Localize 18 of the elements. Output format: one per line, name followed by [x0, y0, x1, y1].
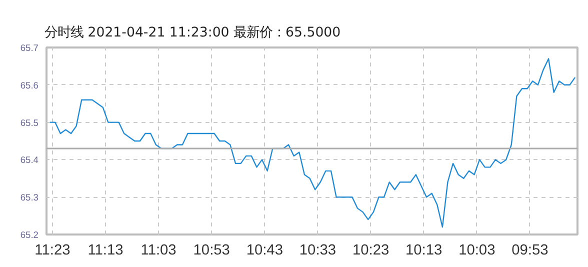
x-tick-label: 10:33 [299, 242, 336, 258]
x-tick-label: 11:13 [88, 242, 124, 258]
y-tick-label: 65.5 [20, 118, 38, 128]
x-tick-label: 11:23 [34, 242, 70, 258]
y-tick-label: 65.7 [20, 43, 38, 53]
x-tick-label: 10:03 [458, 242, 496, 258]
x-tick-label: 09:53 [512, 242, 548, 258]
x-tick-label: 10:43 [246, 242, 284, 258]
y-tick-label: 65.3 [20, 192, 38, 203]
line-series [49, 58, 576, 228]
chart-title: 分时线 2021-04-21 11:23:00 最新价：65.5000 [44, 26, 341, 40]
y-tick-label: 65.2 [20, 230, 38, 240]
x-tick-label: 10:13 [405, 242, 442, 258]
x-tick-label: 10:53 [193, 242, 230, 258]
y-tick-label: 65.6 [20, 80, 38, 90]
y-tick-label: 65.4 [20, 155, 38, 166]
x-tick-label: 11:03 [140, 242, 176, 258]
x-tick-label: 10:23 [352, 242, 390, 258]
